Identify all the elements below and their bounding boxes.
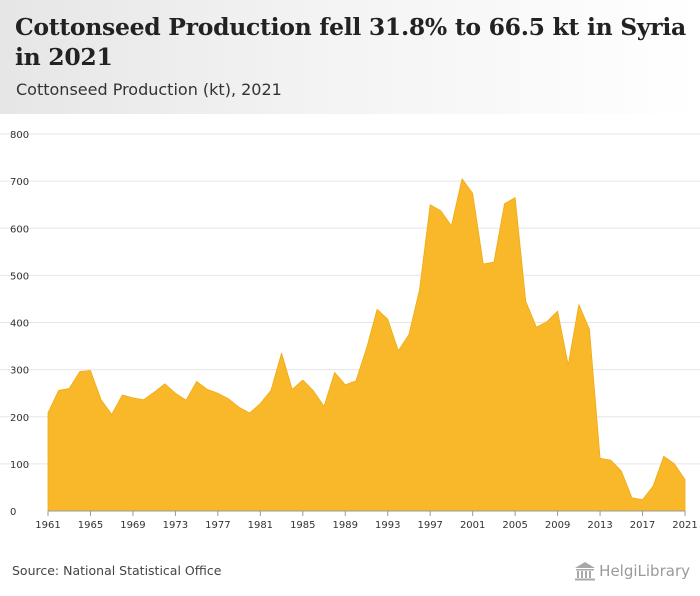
cottonseed-production-area [47,178,686,512]
x-tick-label-1977: 1977 [205,520,230,531]
y-tick-label-100: 100 [10,460,29,471]
x-tick-label-1989: 1989 [333,520,358,531]
x-tick-label-2021: 2021 [672,520,697,531]
source-note: Source: National Statistical Office [12,563,222,578]
y-tick-label-800: 800 [10,130,29,141]
y-tick-label-600: 600 [10,224,29,235]
x-tick-label-2005: 2005 [502,520,527,531]
y-tick-label-200: 200 [10,413,29,424]
plot-area: 0 100 200 300 400 500 600 700 800 1961 1965 1969 197… [0,114,700,534]
x-tick-label-1961: 1961 [35,520,60,531]
x-tick-label-2017: 2017 [630,520,655,531]
x-tick-label-2009: 2009 [545,520,570,531]
area-chart: 0 100 200 300 400 500 600 700 800 1961 1965 1969 197… [0,130,700,531]
brand-logo: HelgiLibrary [574,560,690,582]
library-building-icon [575,562,596,581]
y-tick-label-0: 0 [10,507,16,518]
x-tick-label-1969: 1969 [120,520,145,531]
chart-header: Cottonseed Production fell 31.8% to 66.5… [0,0,700,114]
x-tick-label-1997: 1997 [417,520,442,531]
chart-title: Cottonseed Production fell 31.8% to 66.5… [15,13,686,71]
x-tick-label-1985: 1985 [290,520,315,531]
y-tick-label-700: 700 [10,177,29,188]
x-tick-label-1973: 1973 [163,520,188,531]
y-tick-label-500: 500 [10,271,29,282]
y-tick-label-300: 300 [10,366,29,377]
x-tick-label-1965: 1965 [78,520,103,531]
x-tick-label-2001: 2001 [460,520,485,531]
y-tick-label-400: 400 [10,319,29,330]
x-tick-label-1993: 1993 [375,520,400,531]
logo-text: HelgiLibrary [599,562,690,580]
chart-subtitle: Cottonseed Production (kt), 2021 [16,80,282,99]
x-tick-label-2013: 2013 [587,520,612,531]
x-tick-label-1981: 1981 [248,520,273,531]
